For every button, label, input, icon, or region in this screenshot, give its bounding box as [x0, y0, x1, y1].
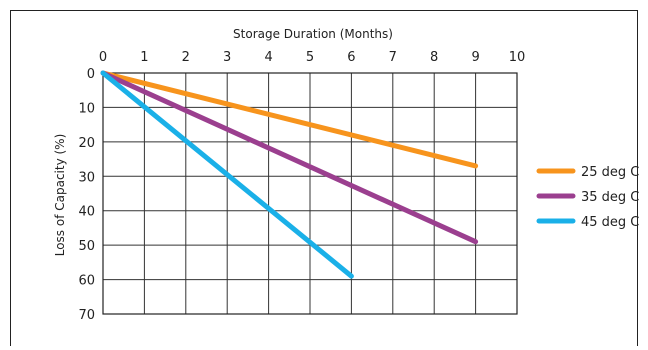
- y-tick-label-7: 70: [78, 308, 95, 323]
- grid: [102, 72, 518, 315]
- series-lines: [100, 70, 479, 279]
- legend-label-2: 45 deg C: [581, 215, 639, 230]
- legend: 25 deg C 35 deg C 45 deg C: [536, 165, 639, 230]
- series-line-0: [100, 70, 479, 169]
- legend-label-1: 35 deg C: [581, 190, 639, 205]
- series-line-1: [100, 70, 479, 245]
- x-tick-labels: 0 1 2 3 4 5 6 7 8 9 10: [99, 50, 525, 65]
- x-tick-label-10: 10: [509, 50, 526, 65]
- y-tick-label-0: 0: [87, 67, 95, 82]
- x-tick-label-0: 0: [99, 50, 107, 65]
- x-tick-label-5: 5: [306, 50, 314, 65]
- y-tick-label-2: 20: [78, 136, 95, 151]
- x-tick-label-8: 8: [430, 50, 438, 65]
- x-tick-label-3: 3: [223, 50, 231, 65]
- y-tick-label-1: 10: [78, 101, 95, 116]
- x-axis-title: Storage Duration (Months): [233, 27, 393, 41]
- x-tick-label-9: 9: [471, 50, 479, 65]
- x-tick-label-1: 1: [140, 50, 148, 65]
- plot-border: [102, 72, 518, 315]
- y-axis-title: Loss of Capacity (%): [53, 134, 67, 257]
- outer-border: [10, 10, 638, 346]
- y-tick-label-3: 30: [78, 170, 95, 185]
- y-tick-label-6: 60: [78, 274, 95, 289]
- y-tick-label-5: 50: [78, 239, 95, 254]
- series-line-2: [100, 70, 354, 279]
- x-tick-label-6: 6: [347, 50, 355, 65]
- x-tick-label-7: 7: [389, 50, 397, 65]
- y-tick-labels: 0 10 20 30 40 50 60 70: [78, 67, 95, 323]
- x-tick-label-4: 4: [264, 50, 272, 65]
- y-tick-label-4: 40: [78, 205, 95, 220]
- x-tick-label-2: 2: [182, 50, 190, 65]
- legend-label-0: 25 deg C: [581, 165, 639, 180]
